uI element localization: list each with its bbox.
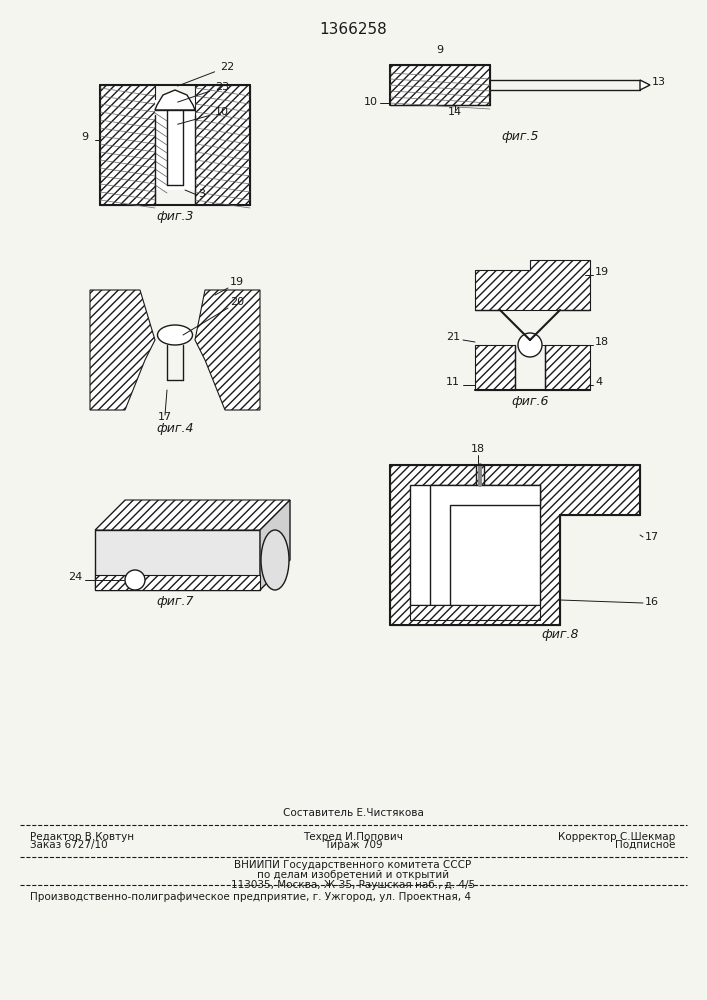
Text: 9: 9 (81, 132, 88, 142)
Circle shape (125, 570, 145, 590)
Text: 4: 4 (595, 377, 602, 387)
Text: Тираж 709: Тираж 709 (324, 840, 382, 850)
Text: 3: 3 (198, 189, 205, 199)
Polygon shape (475, 260, 590, 310)
Polygon shape (90, 290, 155, 410)
Text: 21: 21 (446, 332, 460, 342)
Polygon shape (95, 575, 260, 590)
Text: фиг.8: фиг.8 (542, 628, 579, 641)
Text: 24: 24 (68, 572, 82, 582)
Bar (155, 100, 195, 190)
Polygon shape (95, 530, 260, 590)
Polygon shape (100, 85, 155, 205)
Text: Производственно-полиграфическое предприятие, г. Ужгород, ул. Проектная, 4: Производственно-полиграфическое предприя… (30, 892, 471, 902)
Polygon shape (260, 500, 290, 590)
Text: 14: 14 (448, 107, 462, 117)
Text: 17: 17 (158, 412, 172, 422)
Text: 18: 18 (595, 337, 609, 347)
Text: 23: 23 (177, 82, 229, 102)
Text: Заказ 6727/10: Заказ 6727/10 (30, 840, 107, 850)
Text: фиг.4: фиг.4 (156, 422, 194, 435)
Text: Корректор С.Шекмар: Корректор С.Шекмар (558, 832, 675, 842)
Text: 10: 10 (177, 107, 229, 124)
Text: 11: 11 (446, 377, 460, 387)
Text: 13: 13 (652, 77, 666, 87)
Text: 19: 19 (230, 277, 244, 287)
Text: 9: 9 (436, 45, 443, 55)
Ellipse shape (158, 325, 192, 345)
Polygon shape (95, 500, 290, 530)
Polygon shape (545, 345, 590, 390)
Polygon shape (155, 90, 195, 110)
Ellipse shape (261, 530, 289, 590)
Polygon shape (195, 85, 250, 205)
Text: 19: 19 (595, 267, 609, 277)
Text: фиг.6: фиг.6 (511, 395, 549, 408)
Text: 10: 10 (364, 97, 378, 107)
Polygon shape (475, 345, 515, 390)
Circle shape (518, 333, 542, 357)
Text: Составитель Е.Чистякова: Составитель Е.Чистякова (283, 808, 423, 818)
Text: Техред И.Попович: Техред И.Попович (303, 832, 403, 842)
Text: 17: 17 (645, 532, 659, 542)
Polygon shape (410, 485, 540, 605)
Text: 22: 22 (177, 62, 234, 86)
Text: 1366258: 1366258 (319, 22, 387, 37)
Polygon shape (390, 465, 640, 625)
Polygon shape (410, 605, 540, 620)
Text: фиг.3: фиг.3 (156, 210, 194, 223)
Polygon shape (430, 485, 540, 605)
Text: фиг.5: фиг.5 (501, 130, 539, 143)
Text: Редактор В.Ковтун: Редактор В.Ковтун (30, 832, 134, 842)
Text: фиг.7: фиг.7 (156, 595, 194, 608)
Polygon shape (390, 65, 490, 105)
Polygon shape (640, 80, 650, 90)
Polygon shape (195, 290, 260, 410)
Text: 18: 18 (471, 444, 485, 454)
Text: Подписное: Подписное (614, 840, 675, 850)
Text: 113035, Москва, Ж-35, Раушская наб., д. 4/5: 113035, Москва, Ж-35, Раушская наб., д. … (231, 880, 475, 890)
Text: 20: 20 (230, 297, 244, 307)
Text: по делам изобретений и открытий: по делам изобретений и открытий (257, 870, 449, 880)
Text: ВНИИПИ Государственного комитета СССР: ВНИИПИ Государственного комитета СССР (235, 860, 472, 870)
Text: 16: 16 (645, 597, 659, 607)
